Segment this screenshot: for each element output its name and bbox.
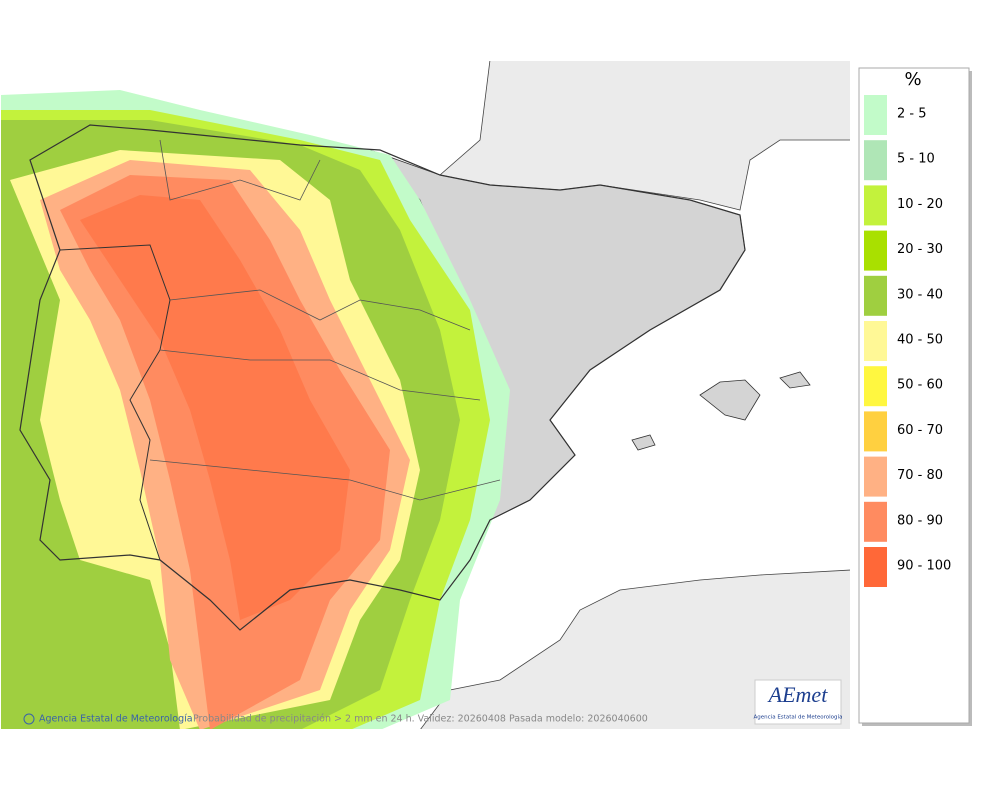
legend-label: 10 - 20 [897, 197, 943, 212]
legend-swatch [864, 275, 887, 316]
legend-label: 30 - 40 [897, 287, 943, 302]
legend-label: 70 - 80 [897, 468, 943, 483]
legend-swatch [864, 547, 887, 587]
legend-swatch [864, 95, 887, 135]
logo-box [754, 679, 842, 725]
legend-label: 40 - 50 [897, 333, 943, 348]
legend-swatch [864, 501, 887, 542]
legend-label: 20 - 30 [897, 242, 943, 257]
legend-swatch [864, 230, 887, 271]
logo-name: AEmet [767, 682, 829, 707]
legend-swatch [864, 185, 887, 226]
legend-title: % [904, 69, 921, 90]
copyright-icon [23, 713, 35, 725]
legend-swatch [864, 456, 887, 497]
legend-label: 90 - 100 [897, 559, 951, 574]
footer-agency: Agencia Estatal de Meteorología [39, 714, 193, 725]
legend-swatch [864, 140, 887, 181]
legend-label: 5 - 10 [897, 152, 935, 167]
legend-swatch [864, 411, 887, 452]
legend-label: 50 - 60 [897, 378, 943, 393]
legend-label: 80 - 90 [897, 513, 943, 528]
map [1, 61, 850, 729]
legend-label: 2 - 5 [897, 107, 927, 122]
footer-caption: Probabilidad de precipitación > 2 mm en … [193, 714, 648, 725]
logo-subtitle: Agencia Estatal de Meteorología [754, 714, 843, 721]
legend-swatch [864, 321, 887, 361]
legend-items: 2 - 5 5 - 10 10 - 20 20 - 30 30 - 40 40 - 50 5… [864, 95, 951, 587]
legend-swatch [864, 366, 887, 407]
legend-label: 60 - 70 [897, 423, 943, 438]
